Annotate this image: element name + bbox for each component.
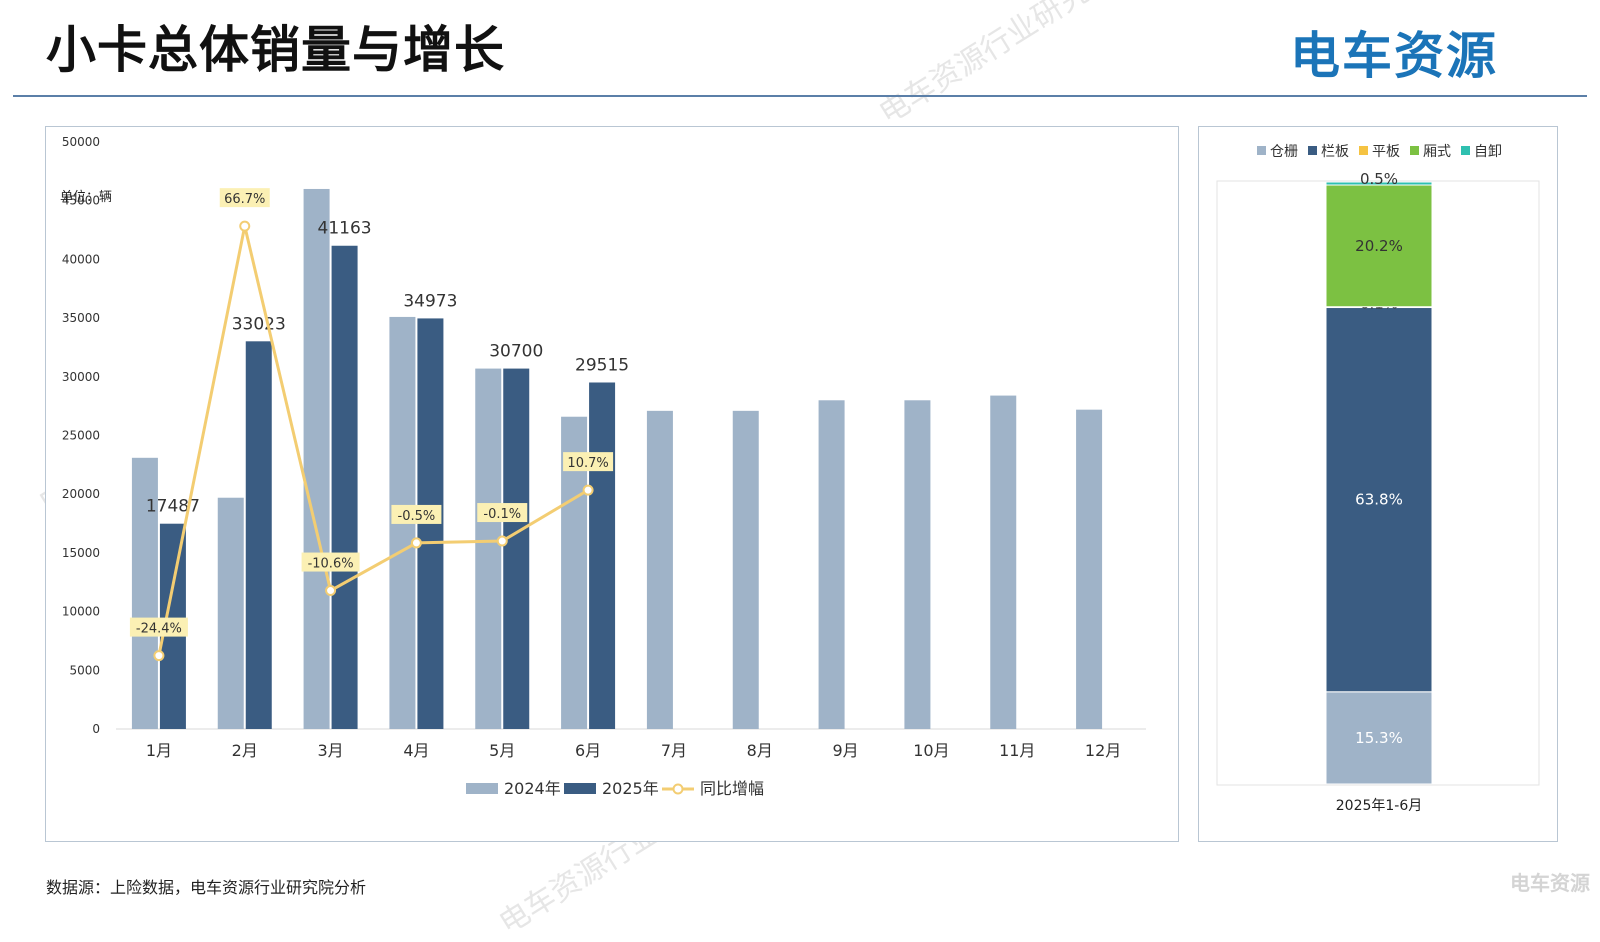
y-tick-label: 0 [92, 722, 100, 736]
segment-data-label: 63.8% [1355, 491, 1403, 509]
bar-data-label: 29515 [575, 355, 629, 375]
legend-swatch [1257, 146, 1266, 155]
growth-label-box [219, 188, 270, 208]
bar-2025 [503, 368, 530, 729]
legend-label: 栏板 [1321, 144, 1349, 160]
x-tick-label: 12月 [1085, 741, 1121, 760]
brand-logo: 电车资源 [1290, 27, 1498, 85]
monthly-sales-chart-panel: 0 5000 10000 15000 20000 25000 30000 35000 40000… [45, 126, 1179, 842]
x-tick-label: 10月 [913, 741, 949, 760]
x-tick-label: 11月 [999, 741, 1035, 760]
growth-label-box [477, 503, 528, 523]
growth-data-label: -0.5% [398, 509, 436, 524]
bar-data-label: 41163 [318, 219, 372, 239]
bar-2024 [732, 410, 759, 729]
bar-2024 [1076, 409, 1103, 729]
header-divider [13, 95, 1587, 97]
growth-data-label: 66.7% [224, 192, 265, 207]
y-tick-label: 15000 [62, 546, 100, 560]
x-tick-label: 6月 [575, 741, 601, 760]
legend-swatch [1359, 146, 1368, 155]
bar-data-label: 17487 [146, 497, 200, 517]
segment-data-label: 20.2% [1355, 237, 1403, 255]
y-tick-label: 25000 [62, 429, 100, 443]
plot-frame [1216, 180, 1540, 786]
x-tick-label: 2025年1-6月 [1336, 798, 1423, 814]
y-tick-label: 35000 [62, 311, 100, 325]
y-tick-label: 10000 [62, 605, 100, 619]
growth-label-box [391, 504, 442, 524]
page-title: 小卡总体销量与增长 [46, 21, 505, 79]
data-source-note: 数据源：上险数据，电车资源行业研究院分析 [46, 878, 367, 897]
growth-label-box [301, 552, 360, 572]
y-tick-label: 45000 [62, 194, 100, 208]
bar-2024 [217, 497, 244, 729]
stacked-segment [1325, 691, 1433, 785]
corner-brand-mark: 电车资源 [1510, 871, 1590, 895]
growth-point [496, 535, 508, 547]
legend-label: 平板 [1372, 144, 1400, 160]
x-tick-label: 3月 [317, 741, 343, 760]
legend-swatch [466, 783, 498, 794]
y-tick-label: 40000 [62, 252, 100, 266]
bar-data-label: 34973 [403, 291, 457, 311]
x-tick-label: 1月 [146, 741, 172, 760]
x-tick-label: 9月 [832, 741, 858, 760]
growth-point [153, 650, 165, 662]
watermark: 电车资源行业研究院 [873, 0, 1121, 132]
growth-point [582, 484, 594, 496]
bar-2025 [245, 341, 272, 729]
legend-swatch [1461, 146, 1470, 155]
legend-label: 2024年 [504, 779, 561, 798]
bar-2024 [904, 400, 931, 729]
bar-2025 [589, 382, 616, 729]
legend-label: 自卸 [1474, 144, 1502, 160]
growth-point [410, 537, 422, 549]
monthly-sales-chart: 0 5000 10000 15000 20000 25000 30000 35000 40000… [60, 135, 1146, 798]
unit-label: 单位：辆 [60, 190, 112, 205]
legend-swatch [1308, 146, 1317, 155]
stacked-segment [1325, 181, 1433, 186]
x-tick-label: 4月 [403, 741, 429, 760]
bar-2024 [818, 400, 845, 729]
growth-data-label: 10.7% [567, 456, 608, 471]
x-tick-label: 8月 [747, 741, 773, 760]
legend-swatch [564, 783, 596, 794]
bar-2024 [475, 368, 502, 729]
y-tick-label: 50000 [62, 135, 100, 149]
growth-label-box [129, 617, 188, 637]
legend-label: 同比增幅 [700, 779, 764, 798]
segment-data-label: 15.3% [1355, 729, 1403, 747]
x-tick-label: 5月 [489, 741, 515, 760]
bar-2025 [331, 245, 358, 729]
legend-label: 2025年 [602, 779, 659, 798]
legend-marker [672, 783, 684, 795]
bar-data-label: 33023 [232, 314, 286, 334]
growth-data-label: -0.1% [483, 507, 521, 522]
legend-label: 厢式 [1423, 144, 1451, 160]
y-tick-label: 30000 [62, 370, 100, 384]
x-tick-label: 7月 [661, 741, 687, 760]
legend-label: 仓栅 [1270, 144, 1298, 160]
bar-2024 [131, 457, 158, 729]
stacked-segment [1325, 306, 1433, 693]
bar-2024 [646, 410, 673, 729]
growth-data-label: -10.6% [308, 557, 354, 572]
legend-swatch [1410, 146, 1419, 155]
bar-data-label: 30700 [489, 342, 543, 362]
growth-data-label: -24.4% [136, 622, 182, 637]
growth-point [325, 585, 337, 597]
bar-2024 [990, 395, 1017, 729]
y-tick-label: 20000 [62, 487, 100, 501]
segment-data-label: 0.5% [1360, 170, 1398, 188]
growth-label-box [563, 452, 614, 472]
y-tick-label: 5000 [69, 663, 100, 677]
x-tick-label: 2月 [232, 741, 258, 760]
growth-point [239, 220, 251, 232]
bar-2024 [303, 188, 330, 730]
growth-line [157, 225, 589, 656]
